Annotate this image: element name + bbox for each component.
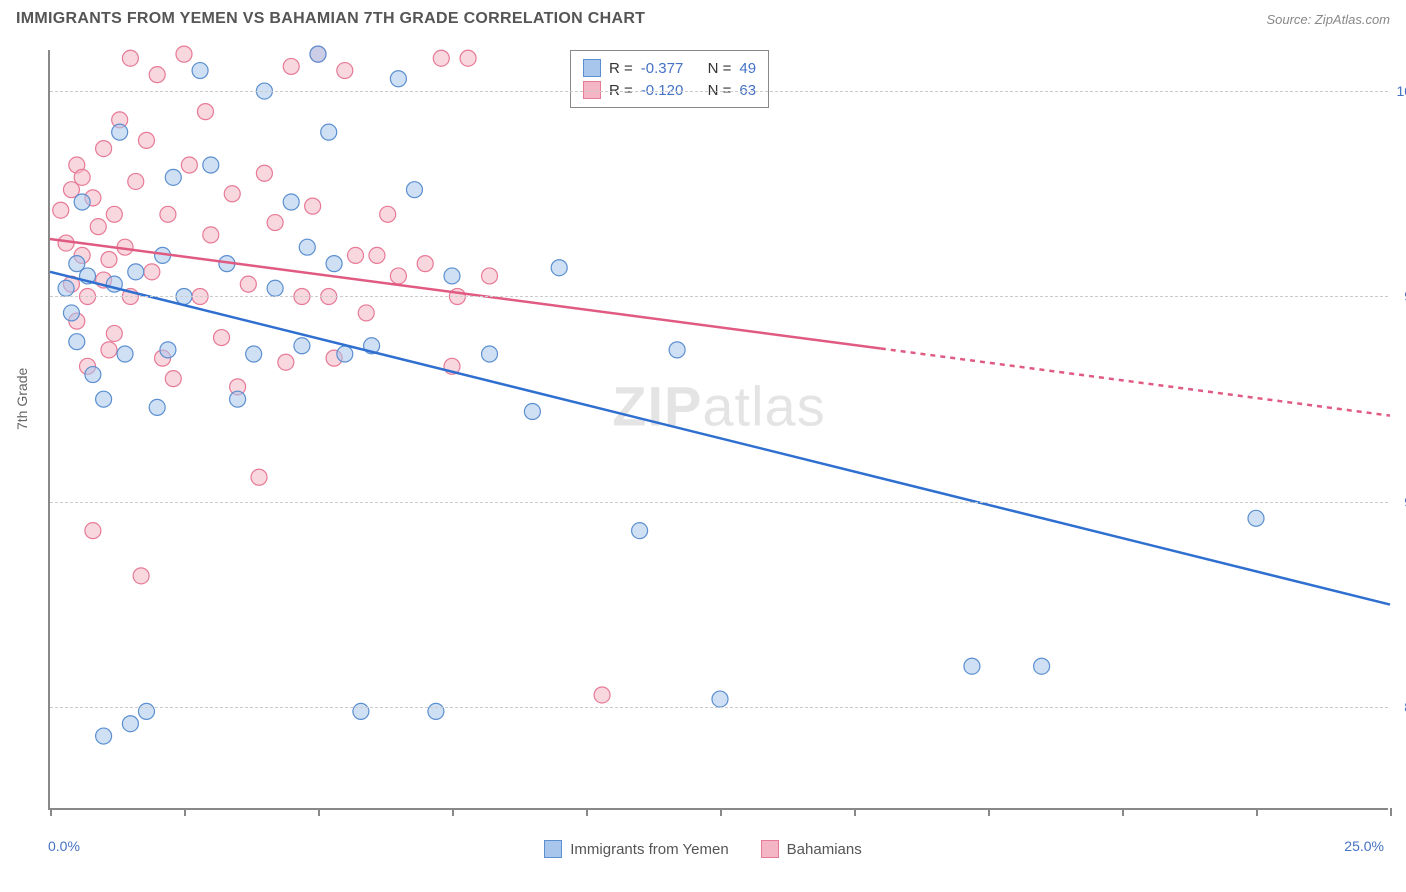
- n-label: N =: [708, 82, 732, 99]
- r-value-yemen: -0.377: [641, 60, 684, 77]
- legend-box: R = -0.377 N = 49 R = -0.120 N = 63: [570, 50, 769, 108]
- legend-label-yemen: Immigrants from Yemen: [570, 841, 728, 858]
- legend-row-bahamians: R = -0.120 N = 63: [583, 79, 756, 101]
- legend-row-yemen: R = -0.377 N = 49: [583, 57, 756, 79]
- bottom-legend-bahamians: Bahamians: [761, 840, 862, 858]
- swatch-bahamians: [583, 81, 601, 99]
- bottom-legend-yemen: Immigrants from Yemen: [544, 840, 728, 858]
- bottom-legend: Immigrants from Yemen Bahamians: [0, 840, 1406, 858]
- legend-label-bahamians: Bahamians: [787, 841, 862, 858]
- chart-title: IMMIGRANTS FROM YEMEN VS BAHAMIAN 7TH GR…: [16, 10, 645, 28]
- swatch-yemen: [583, 59, 601, 77]
- swatch-yemen: [544, 840, 562, 858]
- r-value-bahamians: -0.120: [641, 82, 684, 99]
- n-label: N =: [708, 60, 732, 77]
- chart-svg: [50, 50, 1388, 808]
- r-label: R =: [609, 60, 633, 77]
- n-value-yemen: 49: [739, 60, 756, 77]
- r-label: R =: [609, 82, 633, 99]
- n-value-bahamians: 63: [739, 82, 756, 99]
- swatch-bahamians: [761, 840, 779, 858]
- y-tick-label: 100.0%: [1397, 83, 1406, 99]
- plot-area: ZIPatlas R = -0.377 N = 49 R = -0.120 N …: [48, 50, 1388, 810]
- y-axis-title: 7th Grade: [14, 368, 30, 430]
- source-text: Source: ZipAtlas.com: [1266, 12, 1390, 27]
